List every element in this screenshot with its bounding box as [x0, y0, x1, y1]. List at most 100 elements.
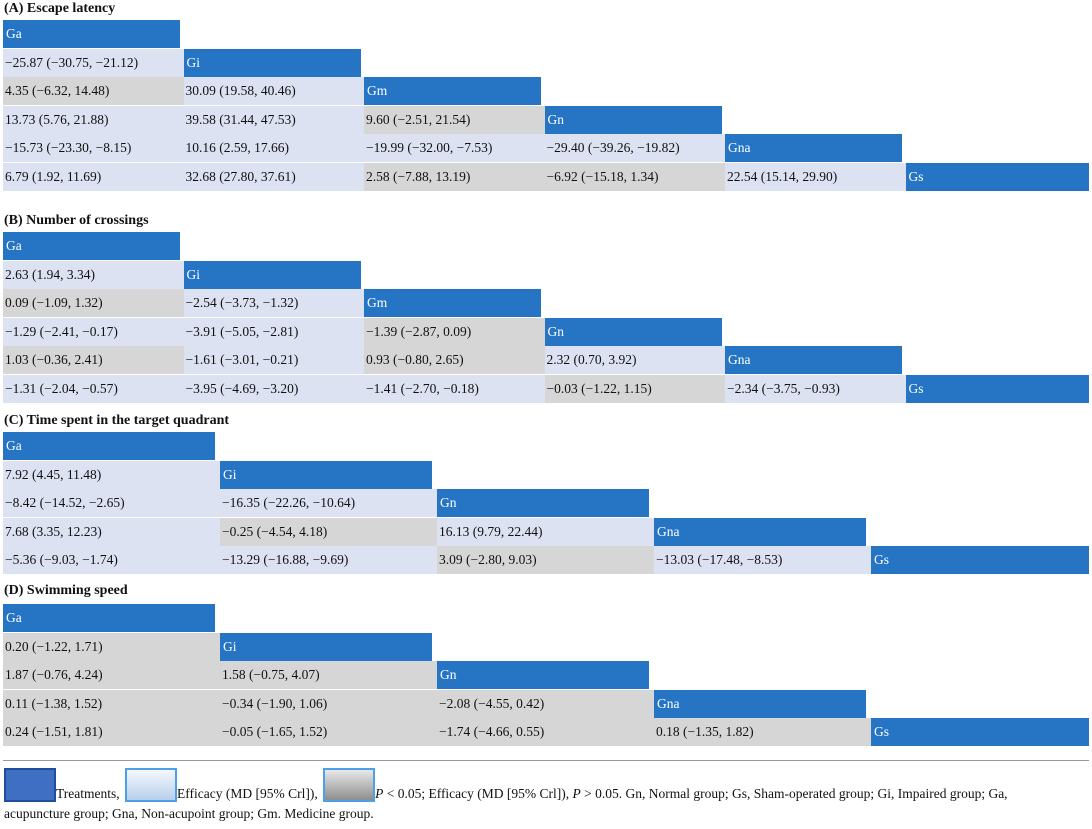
efficacy-cell: 3.09 (−2.80, 9.03) — [437, 546, 654, 574]
efficacy-cell: −2.08 (−4.55, 0.42) — [437, 689, 654, 718]
panel-title: (B) Number of crossings — [4, 213, 149, 228]
treatment-cell: Gna — [725, 346, 902, 374]
efficacy-significant-swatch — [125, 768, 177, 802]
efficacy-cell: 6.79 (1.92, 11.69) — [3, 162, 184, 191]
legend-efficacy-gray-label: < 0.05; Efficacy (MD [95% Crl]), — [383, 786, 573, 801]
treatment-cell: Gi — [183, 48, 361, 77]
treatment-cell: Gs — [871, 718, 1089, 746]
table-row: 2.63 (1.94, 3.34) Gi — [3, 260, 1089, 289]
treatment-cell: Gn — [544, 317, 722, 346]
legend-divider — [3, 760, 1089, 761]
efficacy-cell: −1.61 (−3.01, −0.21) — [183, 346, 365, 374]
efficacy-cell: 22.54 (15.14, 29.90) — [725, 162, 906, 191]
efficacy-cell: 2.63 (1.94, 3.34) — [3, 260, 184, 289]
efficacy-cell: −2.54 (−3.73, −1.32) — [183, 289, 365, 317]
table-row: −5.36 (−9.03, −1.74) −13.29 (−16.88, −9.6… — [3, 546, 1089, 574]
table-row: 0.20 (−1.22, 1.71) Gi — [3, 632, 1089, 661]
efficacy-cell: 16.13 (9.79, 22.44) — [437, 517, 654, 546]
treatment-cell: Gna — [654, 517, 866, 546]
treatment-cell: Gi — [220, 460, 432, 489]
efficacy-cell: 0.11 (−1.38, 1.52) — [3, 689, 220, 718]
efficacy-cell: −6.92 (−15.18, 1.34) — [544, 162, 726, 191]
efficacy-cell: −1.29 (−2.41, −0.17) — [3, 317, 184, 346]
legend-line-1: Treatments, Efficacy (MD [95% Crl]), P <… — [4, 768, 1008, 803]
table-row: Ga — [3, 232, 1089, 260]
efficacy-cell: −8.42 (−14.52, −2.65) — [3, 489, 220, 517]
legend-treatments-label: Treatments, — [56, 786, 120, 801]
efficacy-cell: −0.05 (−1.65, 1.52) — [220, 718, 437, 746]
efficacy-cell: 39.58 (31.44, 47.53) — [183, 105, 365, 134]
treatment-cell: Gs — [871, 546, 1089, 574]
efficacy-cell: −13.03 (−17.48, −8.53) — [654, 546, 871, 574]
efficacy-cell: −5.36 (−9.03, −1.74) — [3, 546, 220, 574]
panel-title: (A) Escape latency — [4, 1, 116, 16]
treatment-cell: Ga — [3, 232, 180, 260]
table-row: 1.03 (−0.36, 2.41) −1.61 (−3.01, −0.21) 0.… — [3, 346, 1089, 374]
efficacy-cell: 9.60 (−2.51, 21.54) — [364, 105, 545, 134]
treatment-cell: Gna — [654, 689, 866, 718]
table-row: −1.31 (−2.04, −0.57) −3.95 (−4.69, −3.20)… — [3, 374, 1089, 403]
efficacy-cell: −0.03 (−1.22, 1.15) — [544, 374, 726, 403]
treatment-cell: Ga — [3, 432, 215, 460]
efficacy-cell: −25.87 (−30.75, −21.12) — [3, 48, 184, 77]
efficacy-cell: 0.09 (−1.09, 1.32) — [3, 289, 184, 317]
efficacy-cell: 32.68 (27.80, 37.61) — [183, 162, 365, 191]
efficacy-cell: −19.99 (−32.00, −7.53) — [364, 134, 545, 162]
efficacy-cell: 2.58 (−7.88, 13.19) — [364, 162, 545, 191]
efficacy-cell: 1.87 (−0.76, 4.24) — [3, 661, 220, 689]
efficacy-cell: −13.29 (−16.88, −9.69) — [220, 546, 437, 574]
table-row: 1.87 (−0.76, 4.24) 1.58 (−0.75, 4.07) Gn — [3, 661, 1089, 689]
efficacy-cell: 13.73 (5.76, 21.88) — [3, 105, 184, 134]
efficacy-cell: −1.74 (−4.66, 0.55) — [437, 718, 654, 746]
treatment-cell: Gn — [437, 661, 649, 689]
treatment-cell: Ga — [3, 20, 180, 48]
efficacy-cell: 0.93 (−0.80, 2.65) — [364, 346, 545, 374]
efficacy-cell: 1.03 (−0.36, 2.41) — [3, 346, 184, 374]
efficacy-cell: 2.32 (0.70, 3.92) — [544, 346, 726, 374]
treatment-cell: Gi — [183, 260, 361, 289]
treatment-cell: Gna — [725, 134, 902, 162]
efficacy-cell: 0.18 (−1.35, 1.82) — [654, 718, 871, 746]
table-row: Ga — [3, 432, 1089, 460]
efficacy-cell: 7.92 (4.45, 11.48) — [3, 460, 220, 489]
treatment-cell: Ga — [3, 604, 215, 632]
panel-title: (D) Swimming speed — [4, 583, 128, 598]
table-row: Ga — [3, 604, 1089, 632]
efficacy-cell: −1.41 (−2.70, −0.18) — [364, 374, 545, 403]
efficacy-cell: −0.34 (−1.90, 1.06) — [220, 689, 437, 718]
efficacy-cell: −3.91 (−5.05, −2.81) — [183, 317, 365, 346]
legend-line-2: acupuncture group; Gna, Non-acupoint gro… — [4, 806, 374, 821]
treatment-cell: Gn — [437, 489, 649, 517]
table-row: −1.29 (−2.41, −0.17) −3.91 (−5.05, −2.81)… — [3, 317, 1089, 346]
treatment-cell: Gn — [544, 105, 722, 134]
table-row: −8.42 (−14.52, −2.65) −16.35 (−22.26, −10… — [3, 489, 1089, 517]
efficacy-cell: −29.40 (−39.26, −19.82) — [544, 134, 726, 162]
efficacy-cell: −0.25 (−4.54, 4.18) — [220, 517, 437, 546]
efficacy-cell: 10.16 (2.59, 17.66) — [183, 134, 365, 162]
table-row: 7.92 (4.45, 11.48) Gi — [3, 460, 1089, 489]
treatment-cell: Gm — [364, 77, 541, 105]
legend-p-symbol: P — [375, 786, 384, 801]
efficacy-cell: −15.73 (−23.30, −8.15) — [3, 134, 184, 162]
legend-abbrev-text: > 0.05. Gn, Normal group; Gs, Sham-opera… — [580, 786, 1008, 801]
efficacy-cell: 7.68 (3.35, 12.23) — [3, 517, 220, 546]
treatment-cell: Gs — [905, 162, 1089, 191]
efficacy-cell: −2.34 (−3.75, −0.93) — [725, 374, 906, 403]
legend-efficacy-light-label: Efficacy (MD [95% Crl]), — [177, 786, 318, 801]
panel-title: (C) Time spent in the target quadrant — [4, 413, 230, 428]
efficacy-nonsignificant-swatch — [323, 768, 376, 802]
treatment-swatch — [4, 768, 56, 802]
efficacy-cell: −1.31 (−2.04, −0.57) — [3, 374, 184, 403]
table-row: 0.09 (−1.09, 1.32) −2.54 (−3.73, −1.32) Gm — [3, 289, 1089, 317]
efficacy-cell: −16.35 (−22.26, −10.64) — [220, 489, 437, 517]
efficacy-cell: −3.95 (−4.69, −3.20) — [183, 374, 365, 403]
treatment-cell: Gi — [220, 632, 432, 661]
efficacy-cell: 0.24 (−1.51, 1.81) — [3, 718, 220, 746]
table-row: 7.68 (3.35, 12.23) −0.25 (−4.54, 4.18) 16.… — [3, 517, 1089, 546]
table-row: 0.11 (−1.38, 1.52) −0.34 (−1.90, 1.06) −2.… — [3, 689, 1089, 718]
efficacy-cell: 30.09 (19.58, 40.46) — [183, 77, 365, 105]
table-row: Ga — [3, 20, 1089, 48]
table-row: 0.24 (−1.51, 1.81) −0.05 (−1.65, 1.52) −1.… — [3, 718, 1089, 746]
table-row: 4.35 (−6.32, 14.48) 30.09 (19.58, 40.46) G… — [3, 77, 1089, 105]
